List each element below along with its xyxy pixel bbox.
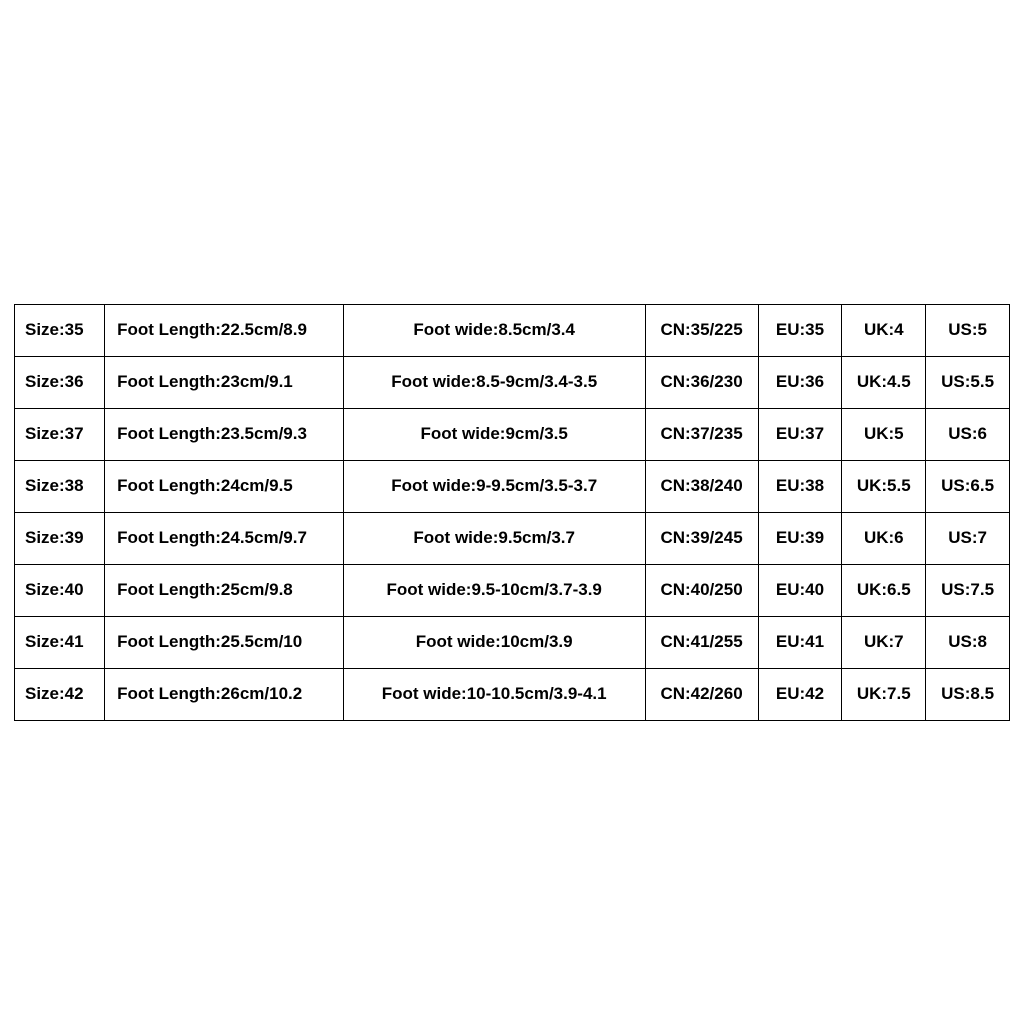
cell-cn: CN:35/225 — [645, 304, 758, 356]
cell-foot-wide: Foot wide:9.5-10cm/3.7-3.9 — [343, 564, 645, 616]
cell-uk: UK:7.5 — [842, 668, 926, 720]
cell-foot-wide: Foot wide:9.5cm/3.7 — [343, 512, 645, 564]
cell-eu: EU:39 — [758, 512, 842, 564]
cell-cn: CN:39/245 — [645, 512, 758, 564]
cell-foot-length: Foot Length:26cm/10.2 — [105, 668, 344, 720]
table-row: Size:36 Foot Length:23cm/9.1 Foot wide:8… — [15, 356, 1010, 408]
cell-size: Size:41 — [15, 616, 105, 668]
cell-uk: UK:5 — [842, 408, 926, 460]
cell-us: US:8 — [926, 616, 1010, 668]
cell-eu: EU:38 — [758, 460, 842, 512]
cell-us: US:6.5 — [926, 460, 1010, 512]
cell-size: Size:40 — [15, 564, 105, 616]
cell-size: Size:36 — [15, 356, 105, 408]
cell-uk: UK:4.5 — [842, 356, 926, 408]
cell-foot-length: Foot Length:24.5cm/9.7 — [105, 512, 344, 564]
cell-us: US:8.5 — [926, 668, 1010, 720]
cell-cn: CN:36/230 — [645, 356, 758, 408]
cell-cn: CN:41/255 — [645, 616, 758, 668]
cell-size: Size:35 — [15, 304, 105, 356]
cell-foot-length: Foot Length:22.5cm/8.9 — [105, 304, 344, 356]
cell-size: Size:38 — [15, 460, 105, 512]
cell-foot-length: Foot Length:24cm/9.5 — [105, 460, 344, 512]
table-row: Size:41 Foot Length:25.5cm/10 Foot wide:… — [15, 616, 1010, 668]
cell-foot-wide: Foot wide:8.5cm/3.4 — [343, 304, 645, 356]
cell-foot-length: Foot Length:25.5cm/10 — [105, 616, 344, 668]
cell-uk: UK:4 — [842, 304, 926, 356]
size-chart-container: Size:35 Foot Length:22.5cm/8.9 Foot wide… — [14, 304, 1010, 721]
cell-foot-wide: Foot wide:8.5-9cm/3.4-3.5 — [343, 356, 645, 408]
table-row: Size:40 Foot Length:25cm/9.8 Foot wide:9… — [15, 564, 1010, 616]
cell-eu: EU:37 — [758, 408, 842, 460]
cell-foot-wide: Foot wide:10cm/3.9 — [343, 616, 645, 668]
cell-eu: EU:35 — [758, 304, 842, 356]
table-row: Size:42 Foot Length:26cm/10.2 Foot wide:… — [15, 668, 1010, 720]
cell-foot-wide: Foot wide:9cm/3.5 — [343, 408, 645, 460]
cell-cn: CN:38/240 — [645, 460, 758, 512]
cell-foot-wide: Foot wide:10-10.5cm/3.9-4.1 — [343, 668, 645, 720]
cell-size: Size:37 — [15, 408, 105, 460]
table-row: Size:37 Foot Length:23.5cm/9.3 Foot wide… — [15, 408, 1010, 460]
cell-eu: EU:40 — [758, 564, 842, 616]
cell-foot-wide: Foot wide:9-9.5cm/3.5-3.7 — [343, 460, 645, 512]
cell-us: US:7 — [926, 512, 1010, 564]
table-row: Size:35 Foot Length:22.5cm/8.9 Foot wide… — [15, 304, 1010, 356]
cell-us: US:5.5 — [926, 356, 1010, 408]
cell-size: Size:39 — [15, 512, 105, 564]
table-row: Size:39 Foot Length:24.5cm/9.7 Foot wide… — [15, 512, 1010, 564]
cell-us: US:7.5 — [926, 564, 1010, 616]
cell-us: US:5 — [926, 304, 1010, 356]
cell-size: Size:42 — [15, 668, 105, 720]
cell-uk: UK:6.5 — [842, 564, 926, 616]
cell-cn: CN:40/250 — [645, 564, 758, 616]
cell-eu: EU:41 — [758, 616, 842, 668]
cell-foot-length: Foot Length:25cm/9.8 — [105, 564, 344, 616]
cell-uk: UK:6 — [842, 512, 926, 564]
size-chart-table: Size:35 Foot Length:22.5cm/8.9 Foot wide… — [14, 304, 1010, 721]
cell-cn: CN:42/260 — [645, 668, 758, 720]
cell-foot-length: Foot Length:23.5cm/9.3 — [105, 408, 344, 460]
size-chart-body: Size:35 Foot Length:22.5cm/8.9 Foot wide… — [15, 304, 1010, 720]
cell-cn: CN:37/235 — [645, 408, 758, 460]
cell-eu: EU:42 — [758, 668, 842, 720]
cell-eu: EU:36 — [758, 356, 842, 408]
cell-uk: UK:7 — [842, 616, 926, 668]
table-row: Size:38 Foot Length:24cm/9.5 Foot wide:9… — [15, 460, 1010, 512]
cell-foot-length: Foot Length:23cm/9.1 — [105, 356, 344, 408]
cell-us: US:6 — [926, 408, 1010, 460]
cell-uk: UK:5.5 — [842, 460, 926, 512]
